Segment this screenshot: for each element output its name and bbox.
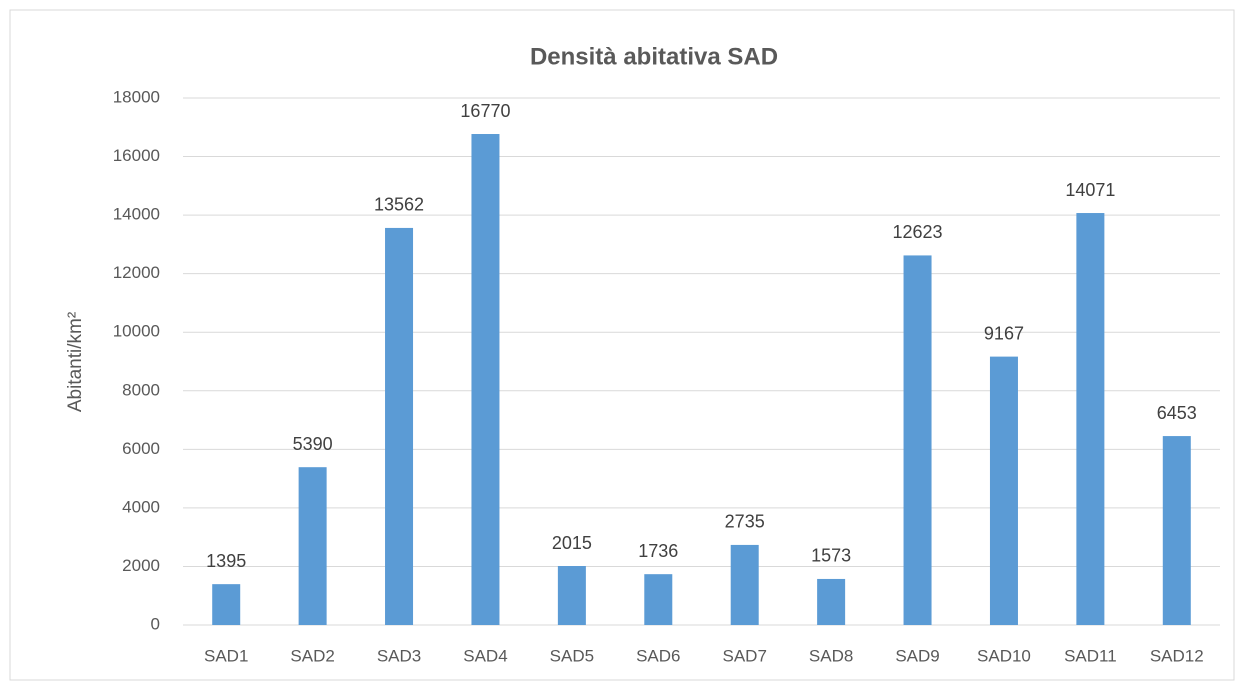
data-label: 6453 — [1157, 403, 1197, 423]
y-tick-label: 8000 — [122, 380, 160, 399]
data-label: 2015 — [552, 533, 592, 553]
y-tick-label: 12000 — [113, 263, 160, 282]
bar — [471, 134, 500, 626]
bar — [903, 255, 932, 625]
data-label: 9167 — [984, 323, 1024, 343]
data-label: 12623 — [893, 222, 943, 242]
y-tick-label: 18000 — [113, 87, 160, 106]
x-tick-label: SAD9 — [895, 646, 939, 665]
x-tick-label: SAD8 — [809, 646, 853, 665]
data-label: 14071 — [1065, 180, 1115, 200]
x-tick-label: SAD3 — [377, 646, 421, 665]
bar — [817, 578, 846, 625]
data-label: 13562 — [374, 195, 424, 215]
y-tick-label: 16000 — [113, 146, 160, 165]
y-tick-label: 4000 — [122, 497, 160, 516]
x-tick-label: SAD4 — [463, 646, 507, 665]
data-label: 1395 — [206, 551, 246, 571]
bar — [557, 566, 586, 625]
x-tick-label: SAD5 — [550, 646, 594, 665]
data-label: 5390 — [293, 434, 333, 454]
y-tick-label: 10000 — [113, 322, 160, 341]
chart-border — [9, 9, 1235, 681]
data-label: 16770 — [460, 101, 510, 121]
y-axis-label: Abitanti/km² — [65, 312, 86, 412]
data-label: 2735 — [725, 512, 765, 532]
y-tick-label: 2000 — [122, 556, 160, 575]
bar — [989, 356, 1018, 625]
bar — [298, 467, 327, 625]
data-label: 1736 — [638, 541, 678, 561]
x-tick-label: SAD12 — [1150, 646, 1204, 665]
x-tick-label: SAD6 — [636, 646, 680, 665]
bar — [212, 584, 241, 625]
y-tick-label: 0 — [151, 614, 160, 633]
bar — [644, 574, 673, 625]
x-tick-label: SAD10 — [977, 646, 1031, 665]
x-tick-label: SAD2 — [290, 646, 334, 665]
data-label: 1573 — [811, 546, 851, 566]
x-tick-label: SAD7 — [722, 646, 766, 665]
y-tick-label: 14000 — [113, 205, 160, 224]
bar — [1162, 436, 1191, 625]
bar — [730, 544, 759, 625]
chart-title: Densità abitativa SAD — [530, 43, 778, 70]
y-tick-label: 6000 — [122, 439, 160, 458]
bar — [385, 227, 414, 625]
bar — [1076, 213, 1105, 625]
x-tick-label: SAD1 — [204, 646, 248, 665]
x-tick-label: SAD11 — [1064, 646, 1117, 665]
